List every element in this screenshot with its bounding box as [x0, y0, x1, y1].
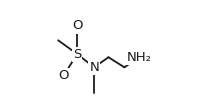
- Text: O: O: [58, 69, 69, 82]
- Text: N: N: [89, 61, 99, 74]
- Text: S: S: [73, 48, 81, 61]
- Text: NH₂: NH₂: [127, 51, 152, 64]
- Text: O: O: [72, 20, 82, 32]
